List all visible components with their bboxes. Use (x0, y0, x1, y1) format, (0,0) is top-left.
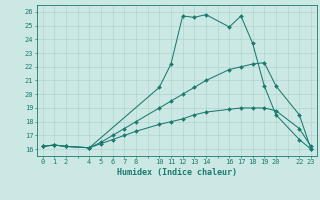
X-axis label: Humidex (Indice chaleur): Humidex (Indice chaleur) (117, 168, 237, 177)
